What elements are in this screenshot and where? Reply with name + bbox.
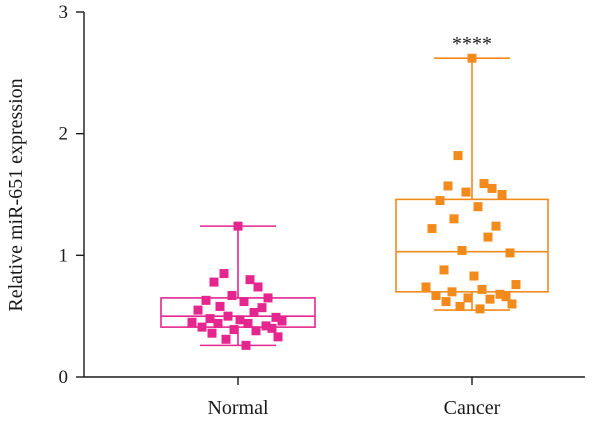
data-point [233, 221, 243, 231]
data-point [463, 293, 473, 303]
data-point [219, 269, 229, 279]
data-point [261, 321, 271, 331]
data-point [201, 295, 211, 305]
data-point [491, 221, 501, 231]
data-point [263, 293, 273, 303]
data-point [447, 287, 457, 297]
significance-group: **** [452, 33, 492, 55]
data-point [257, 303, 267, 313]
data-point [457, 245, 467, 255]
data-point [229, 325, 239, 335]
data-point [487, 183, 497, 193]
data-point [243, 318, 253, 328]
x-tick-label: Normal [207, 397, 269, 419]
data-point [241, 340, 251, 350]
data-point [245, 275, 255, 285]
box-group-normal [160, 221, 316, 350]
data-point [227, 290, 237, 300]
data-point [251, 326, 261, 336]
y-tick-label: 0 [59, 367, 69, 388]
data-point [469, 271, 479, 281]
data-point [507, 299, 517, 309]
significance-label: **** [452, 33, 492, 55]
data-point [427, 224, 437, 234]
plot-area: **** [160, 33, 549, 350]
box-iqr [395, 198, 549, 293]
data-point [473, 202, 483, 212]
data-point [209, 277, 219, 287]
data-point [267, 323, 277, 333]
data-point [193, 305, 203, 315]
data-point [421, 282, 431, 292]
data-point [483, 232, 493, 242]
data-point [441, 297, 451, 307]
data-point [197, 322, 207, 332]
data-point [253, 282, 263, 292]
data-point [205, 314, 215, 324]
data-point [273, 332, 283, 342]
y-tick-label: 3 [59, 2, 69, 23]
data-point [505, 248, 515, 258]
data-point [449, 214, 459, 224]
data-point [501, 292, 511, 302]
y-tick-label: 1 [59, 245, 69, 266]
data-point [477, 284, 487, 294]
data-point [431, 290, 441, 300]
x-tick-label: Cancer [444, 397, 501, 419]
data-point [187, 317, 197, 327]
data-point [235, 315, 245, 325]
data-point [453, 151, 463, 161]
data-point [239, 297, 249, 307]
data-point [495, 289, 505, 299]
data-point [485, 294, 495, 304]
data-point [207, 328, 217, 338]
data-point [511, 280, 521, 290]
data-point [271, 312, 281, 322]
y-axis: 0 1 2 3 [59, 2, 85, 388]
data-point [475, 304, 485, 314]
data-point [479, 179, 489, 189]
data-point [439, 265, 449, 275]
data-point [461, 187, 471, 197]
data-point [249, 308, 259, 318]
data-point [435, 196, 445, 206]
x-axis: Normal Cancer [84, 376, 585, 419]
data-point [221, 334, 231, 344]
data-point [215, 301, 225, 311]
data-point [497, 190, 507, 199]
data-point [277, 316, 287, 326]
data-point [223, 311, 233, 321]
box-group-cancer [395, 53, 549, 314]
y-axis-title: Relative miR-651 expression [5, 78, 27, 311]
data-point [213, 318, 223, 328]
data-point [455, 301, 465, 311]
data-point [467, 53, 477, 63]
y-tick-label: 2 [59, 124, 69, 145]
data-point [443, 181, 453, 191]
